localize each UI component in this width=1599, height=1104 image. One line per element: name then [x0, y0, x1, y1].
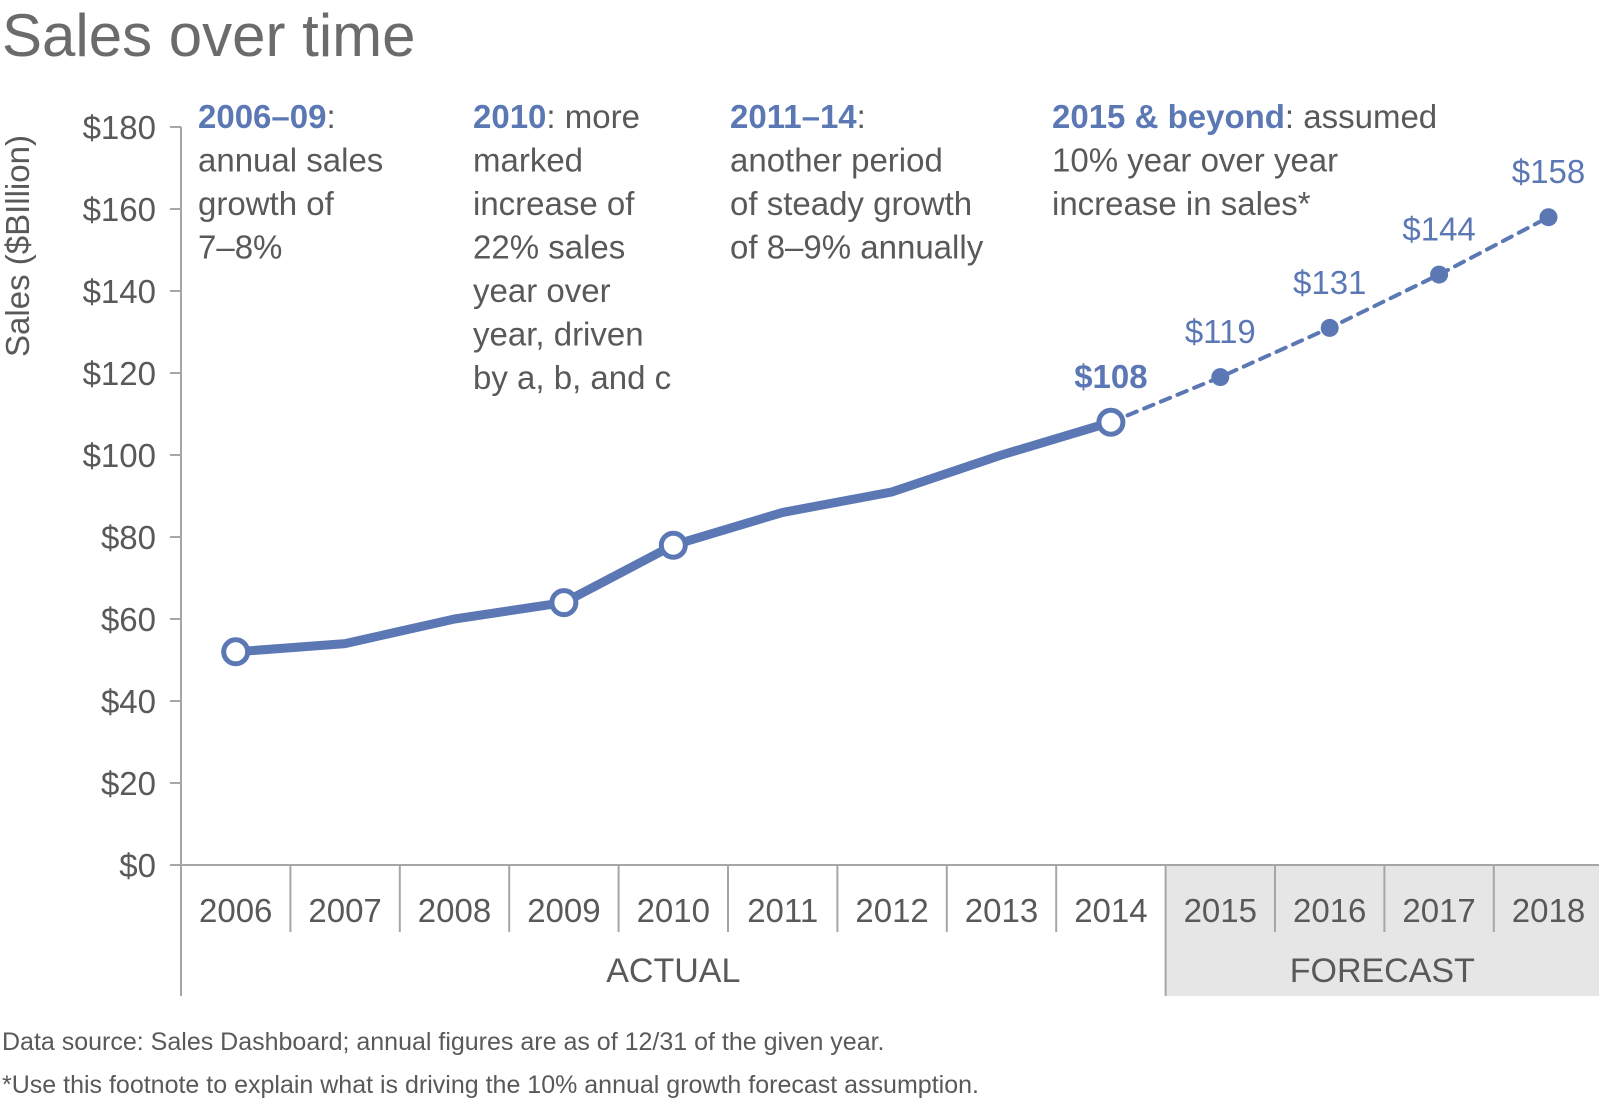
annotation-heading-bold: 2006–09	[198, 98, 326, 135]
y-tick-label: $100	[83, 437, 156, 474]
data-label-2018: $158	[1512, 153, 1585, 190]
annotation-line: another period	[730, 142, 943, 179]
annotation-2: 2010: more marked increase of 22% sales year…	[473, 98, 671, 396]
annotation-heading-bold: 2011–14	[730, 98, 857, 135]
axes: $0 $20 $40 $60 $80 $100 $120 $140 $160 $180 Sales …	[0, 109, 1599, 996]
forecast-band	[1165, 865, 1599, 996]
annotation-heading-rest: : more	[546, 98, 640, 135]
chart-title: Sales over time	[2, 2, 416, 69]
y-tick-label: $40	[101, 683, 156, 720]
annotation-line: of steady growth	[730, 185, 972, 222]
x-tick-label: 2008	[418, 892, 491, 929]
annotation-3: 2011–14: another period of steady growth of…	[730, 98, 984, 266]
forecast-point-2018	[1539, 208, 1558, 227]
x-tick-label: 2007	[308, 892, 381, 929]
data-label-2017: $144	[1402, 211, 1475, 248]
annotation-heading-rest: :	[857, 98, 866, 135]
x-tick-label: 2012	[855, 892, 928, 929]
y-tick-label: $180	[83, 109, 156, 146]
annotation-line: by a, b, and c	[473, 359, 671, 396]
annotation-line: 10% year over year	[1052, 142, 1338, 179]
actual-point-2006	[221, 637, 251, 667]
annotation-heading-rest: : assumed	[1285, 98, 1437, 135]
annotation-1: 2006–09: annual sales growth of 7–8%	[198, 98, 383, 266]
forecast-point-2016	[1320, 318, 1339, 337]
y-axis-title: Sales ($BIllion)	[0, 135, 36, 357]
annotation-heading: 2015 & beyond: assumed	[1052, 98, 1437, 135]
data-label-2014: $108	[1074, 358, 1147, 395]
x-tick-label: 2013	[965, 892, 1038, 929]
annotation-line: 7–8%	[198, 229, 282, 266]
data-label-2015: $119	[1185, 313, 1256, 350]
footnotes: Data source: Sales Dashboard; annual fig…	[2, 1028, 979, 1099]
annotation-heading: 2011–14:	[730, 98, 866, 135]
x-tick-label: 2011	[747, 892, 818, 929]
x-tick-label: 2015	[1184, 892, 1257, 929]
y-tick-label: $20	[101, 765, 156, 802]
actual-point-2010	[658, 530, 688, 560]
x-tick-label: 2018	[1512, 892, 1585, 929]
x-tick-label: 2009	[527, 892, 600, 929]
annotation-line: increase of	[473, 185, 635, 222]
annotation-heading-rest: :	[326, 98, 335, 135]
annotation-line: year over	[473, 272, 611, 309]
x-tick-label: 2006	[199, 892, 272, 929]
series: $108 $119 $131 $144 $158	[221, 153, 1585, 667]
annotation-line: year, driven	[473, 316, 644, 353]
forecast-point-2015	[1211, 368, 1230, 387]
footnote-forecast-assumption: *Use this footnote to explain what is dr…	[2, 1071, 979, 1099]
x-tick-label: 2010	[637, 892, 710, 929]
y-tick-label: $140	[83, 273, 156, 310]
annotation-line: growth of	[198, 185, 335, 222]
y-tick-label: $80	[101, 519, 156, 556]
annotation-4: 2015 & beyond: assumed 10% year over year…	[1052, 98, 1437, 222]
annotations: 2006–09: annual sales growth of 7–8% 2010: m…	[198, 98, 1437, 396]
actual-point-2009	[549, 588, 579, 618]
annotation-line: increase in sales*	[1052, 185, 1311, 222]
y-tick-label: $120	[83, 355, 156, 392]
annotation-line: of 8–9% annually	[730, 229, 984, 266]
actual-point-2014	[1096, 407, 1126, 437]
y-tick-label: $160	[83, 191, 156, 228]
x-group-label-forecast: FORECAST	[1290, 952, 1475, 990]
y-tick-label: $0	[119, 847, 156, 884]
annotation-heading-bold: 2010	[473, 98, 546, 135]
annotation-heading: 2010: more	[473, 98, 640, 135]
data-label-2016: $131	[1293, 264, 1366, 301]
footnote-data-source: Data source: Sales Dashboard; annual fig…	[2, 1028, 885, 1056]
x-tick-label: 2014	[1074, 892, 1147, 929]
annotation-heading: 2006–09:	[198, 98, 336, 135]
x-tick-label: 2017	[1402, 892, 1475, 929]
x-tick-label: 2016	[1293, 892, 1366, 929]
annotation-line: 22% sales	[473, 229, 625, 266]
annotation-line: marked	[473, 142, 583, 179]
annotation-heading-bold: 2015 & beyond	[1052, 98, 1285, 135]
x-group-label-actual: ACTUAL	[606, 952, 740, 990]
annotation-line: annual sales	[198, 142, 383, 179]
forecast-point-2017	[1430, 265, 1449, 284]
y-tick-label: $60	[101, 601, 156, 638]
